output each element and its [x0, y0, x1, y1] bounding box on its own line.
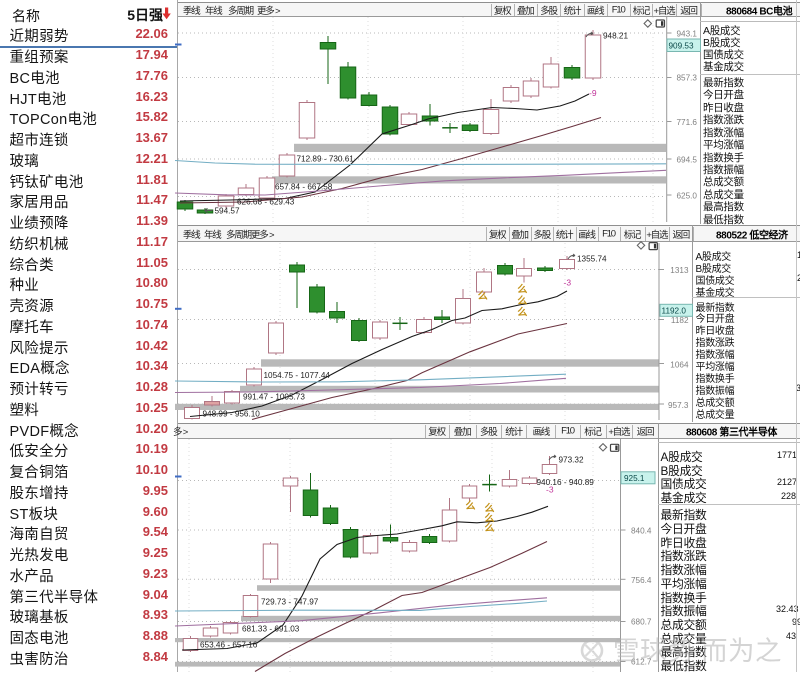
svg-text:而为之: 而为之 [701, 636, 782, 666]
svg-text:1192.0: 1192.0 [662, 306, 687, 315]
svg-text:-3: -3 [564, 278, 572, 288]
svg-text:771.6: 771.6 [677, 118, 698, 127]
svg-text:712.89 - 730.61: 712.89 - 730.61 [297, 155, 355, 164]
svg-text:957.3: 957.3 [668, 401, 689, 410]
svg-text:657.84 - 667.58: 657.84 - 667.58 [275, 183, 333, 192]
svg-text:653.46 - 657.16: 653.46 - 657.16 [200, 641, 258, 650]
svg-text:940.16 - 940.89: 940.16 - 940.89 [537, 478, 595, 487]
svg-text:625.0: 625.0 [677, 192, 698, 201]
svg-text:729.73 - 747.97: 729.73 - 747.97 [261, 598, 319, 607]
svg-text:雪球: 雪球 [613, 636, 667, 666]
svg-text:948.21: 948.21 [603, 32, 628, 41]
svg-text:909.53: 909.53 [669, 42, 694, 51]
svg-text:681.33 - 691.03: 681.33 - 691.03 [242, 625, 300, 634]
svg-text:么: 么 [478, 289, 488, 302]
svg-text:么: 么 [485, 502, 495, 515]
svg-text:么: 么 [466, 499, 476, 512]
svg-text:么: 么 [517, 305, 527, 318]
svg-text:势: 势 [668, 636, 695, 666]
svg-text:694.5: 694.5 [677, 156, 698, 165]
svg-text:626.68 - 629.43: 626.68 - 629.43 [237, 198, 295, 207]
svg-text:925.1: 925.1 [624, 474, 645, 483]
svg-text:594.57: 594.57 [215, 207, 240, 216]
svg-text:1313: 1313 [670, 266, 689, 275]
svg-text:1182: 1182 [671, 316, 689, 325]
svg-text:么: 么 [485, 512, 495, 525]
svg-text:612.7: 612.7 [631, 658, 652, 667]
svg-text:么: 么 [517, 294, 527, 307]
svg-text:-9: -9 [589, 88, 597, 98]
svg-text:么: 么 [517, 283, 527, 296]
svg-text:756.4: 756.4 [631, 576, 652, 585]
svg-text:973.32: 973.32 [559, 456, 584, 465]
svg-text:-3: -3 [546, 485, 554, 495]
svg-text:948.99 - 956.10: 948.99 - 956.10 [203, 410, 261, 419]
svg-text:840.4: 840.4 [631, 527, 652, 536]
svg-text:991.47 - 1005.73: 991.47 - 1005.73 [243, 393, 305, 402]
svg-text:1064: 1064 [670, 361, 689, 370]
svg-text:680.7: 680.7 [631, 618, 652, 627]
svg-text:943.1: 943.1 [677, 30, 698, 39]
svg-text:1355.74: 1355.74 [577, 255, 607, 264]
svg-text:1054.75 - 1077.44: 1054.75 - 1077.44 [264, 371, 331, 380]
svg-text:么: 么 [485, 521, 495, 534]
svg-text:857.3: 857.3 [677, 74, 698, 83]
